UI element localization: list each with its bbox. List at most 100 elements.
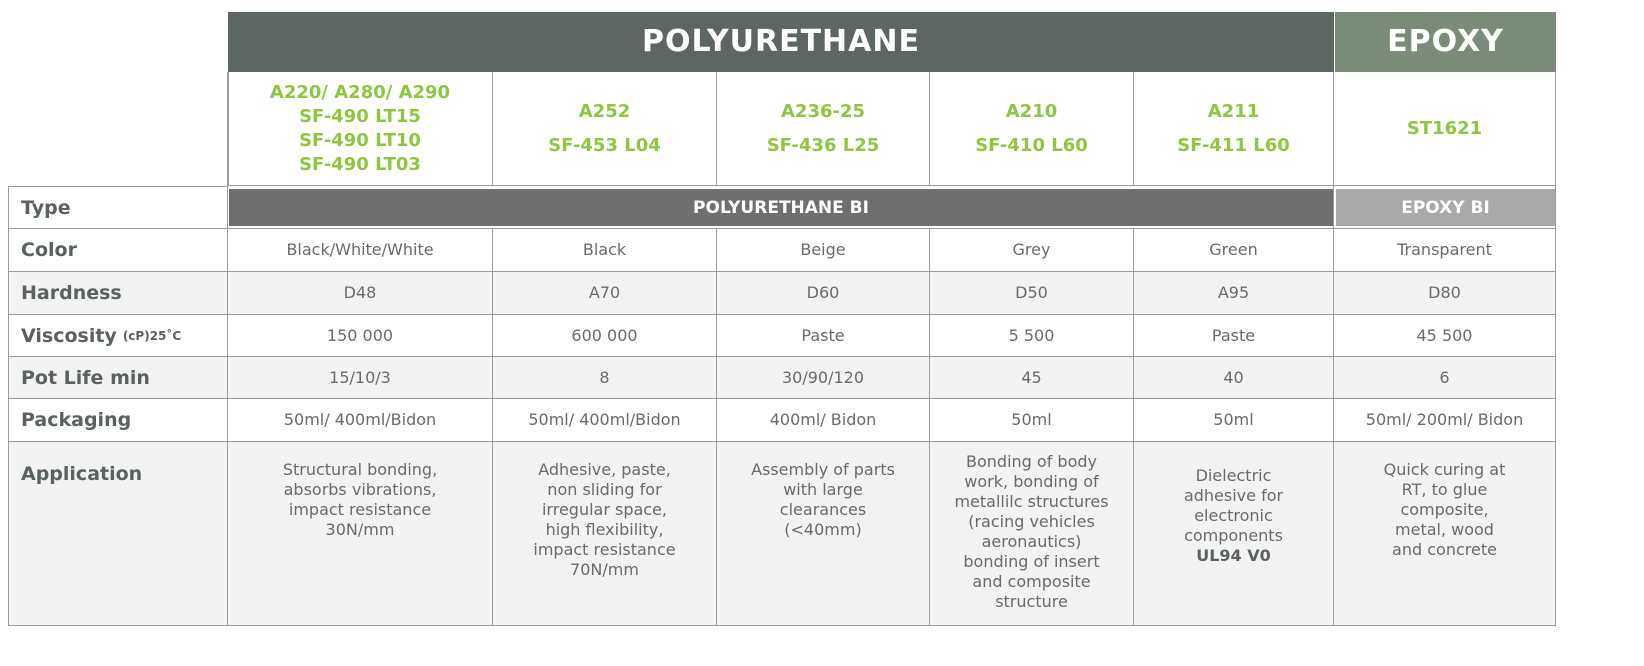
packaging-cell-5: 50ml/ 200ml/ Bidon [1334, 399, 1556, 442]
cell-text: D80 [1428, 283, 1461, 302]
cell-text: 30/90/120 [781, 367, 865, 387]
type-epoxy-bi: EPOXY BI [1336, 189, 1555, 226]
cell-text: 50ml [1011, 410, 1052, 429]
packaging-cell-0: 50ml/ 400ml/Bidon [228, 399, 493, 442]
cell-text: Beige [800, 240, 846, 259]
viscosity-unit: (cP)25˚C [122, 328, 182, 343]
cell-text: Bonding of body work, bonding of metalli… [954, 452, 1109, 611]
product-code: A211 [1207, 100, 1260, 122]
viscosity-cell-5: 45 500 [1334, 315, 1556, 357]
color-cell-5: Transparent [1334, 229, 1556, 272]
type-epoxy-cell [1334, 186, 1556, 229]
row-label-color: Color [8, 229, 228, 272]
product-code: SF-453 L04 [548, 134, 661, 156]
hardness-cell-2: D60 [717, 272, 930, 315]
product-header-5: ST1621 [1334, 72, 1556, 186]
label-text: Viscosity [21, 324, 117, 347]
packaging-cell-4: 50ml [1134, 399, 1334, 442]
label-text: Pot Life min [21, 366, 150, 389]
cell-text: D50 [1015, 283, 1048, 302]
polyurethane-header: POLYURETHANE [228, 12, 1334, 72]
hardness-cell-1: A70 [493, 272, 717, 315]
viscosity-cell-0: 150 000 [228, 315, 493, 357]
product-code: A210 [1005, 100, 1058, 122]
pot_life-cell-1: 8 [493, 357, 717, 399]
cell-text: Dielectric adhesive for electronic compo… [1183, 466, 1284, 545]
product-header-3: A210 SF-410 L60 [930, 72, 1134, 186]
color-cell-1: Black [493, 229, 717, 272]
cell-text: Paste [801, 325, 845, 345]
cell-text: 15/10/3 [329, 367, 391, 387]
product-code: A252 [578, 100, 631, 122]
cell-text: Paste [1211, 325, 1256, 345]
cell-text: Adhesive, paste, non sliding for irregul… [533, 460, 676, 579]
cell-text: A70 [588, 283, 621, 302]
product-code: ST1621 [1406, 117, 1483, 139]
cell-text: 40 [1223, 367, 1244, 387]
cell-text: 45 [1021, 367, 1042, 387]
cell-text: 50ml/ 200ml/ Bidon [1365, 410, 1524, 429]
cell-text: A95 [1217, 283, 1250, 302]
cell-text: Assembly of parts with large clearances … [751, 460, 895, 539]
product-header-2: A236-25 SF-436 L25 [717, 72, 930, 186]
packaging-cell-3: 50ml [930, 399, 1134, 442]
cell-text: Transparent [1397, 240, 1492, 259]
viscosity-cell-2: Paste [717, 315, 930, 357]
cell-text: 50ml/ 400ml/Bidon [528, 410, 681, 429]
product-code: A220/ A280/ A290 [269, 81, 451, 103]
product-code: SF-410 L60 [975, 134, 1088, 156]
hardness-cell-5: D80 [1334, 272, 1556, 315]
viscosity-cell-1: 600 000 [493, 315, 717, 357]
cell-text: 5 500 [1008, 325, 1055, 345]
row-label-type: Type [8, 186, 228, 229]
label-text: Hardness [21, 282, 122, 304]
label-text: Application [21, 463, 143, 485]
product-header-4: A211 SF-411 L60 [1134, 72, 1334, 186]
cell-text: 45 500 [1416, 325, 1473, 345]
row-label-packaging: Packaging [8, 399, 228, 442]
hardness-cell-0: D48 [228, 272, 493, 315]
packaging-cell-2: 400ml/ Bidon [717, 399, 930, 442]
pot_life-cell-4: 40 [1134, 357, 1334, 399]
cell-text: Black/White/White [286, 240, 434, 259]
pot_life-cell-0: 15/10/3 [228, 357, 493, 399]
cell-text: Grey [1012, 240, 1051, 259]
application-cell-1: Adhesive, paste, non sliding for irregul… [493, 442, 717, 626]
type-pu-cell [228, 186, 1334, 229]
packaging-cell-1: 50ml/ 400ml/Bidon [493, 399, 717, 442]
cell-text: 50ml [1213, 410, 1254, 429]
cell-text: Structural bonding, absorbs vibrations, … [282, 460, 438, 539]
product-code: A236-25 [780, 100, 866, 122]
epoxy-header: EPOXY [1335, 12, 1556, 72]
type-polyurethane-bi: POLYURETHANE BI [229, 189, 1333, 226]
color-cell-2: Beige [717, 229, 930, 272]
cell-text: 50ml/ 400ml/Bidon [283, 410, 437, 429]
pot_life-cell-2: 30/90/120 [717, 357, 930, 399]
cell-text: Quick curing at RT, to glue composite, m… [1383, 460, 1506, 559]
pot_life-cell-5: 6 [1334, 357, 1556, 399]
cell-text: 400ml/ Bidon [769, 410, 877, 429]
product-code: SF-490 LT15 [299, 105, 421, 127]
product-code: SF-490 LT03 [299, 153, 421, 175]
cell-text: 150 000 [326, 325, 394, 345]
cell-text: Green [1209, 240, 1258, 259]
product-code: SF-436 L25 [766, 134, 880, 156]
cell-text: 6 [1439, 367, 1450, 387]
cell-text: D48 [343, 283, 377, 302]
pot_life-cell-3: 45 [930, 357, 1134, 399]
product-header-1: A252 SF-453 L04 [493, 72, 717, 186]
application-cell-5: Quick curing at RT, to glue composite, m… [1334, 442, 1556, 626]
product-code: SF-490 LT10 [299, 129, 421, 151]
hardness-cell-3: D50 [930, 272, 1134, 315]
hardness-cell-4: A95 [1134, 272, 1334, 315]
ul94-note: UL94 V0 [1196, 546, 1271, 565]
product-header-0: A220/ A280/ A290 SF-490 LT15 SF-490 LT10 SF… [228, 72, 493, 186]
cell-text: 8 [599, 367, 610, 387]
cell-text: Black [582, 240, 627, 259]
cell-text: 600 000 [571, 325, 638, 345]
application-cell-2: Assembly of parts with large clearances … [717, 442, 930, 626]
row-label-application: Application [8, 442, 228, 626]
application-cell-3: Bonding of body work, bonding of metalli… [930, 442, 1134, 626]
product-code: SF-411 L60 [1177, 134, 1290, 156]
color-cell-0: Black/White/White [228, 229, 493, 272]
